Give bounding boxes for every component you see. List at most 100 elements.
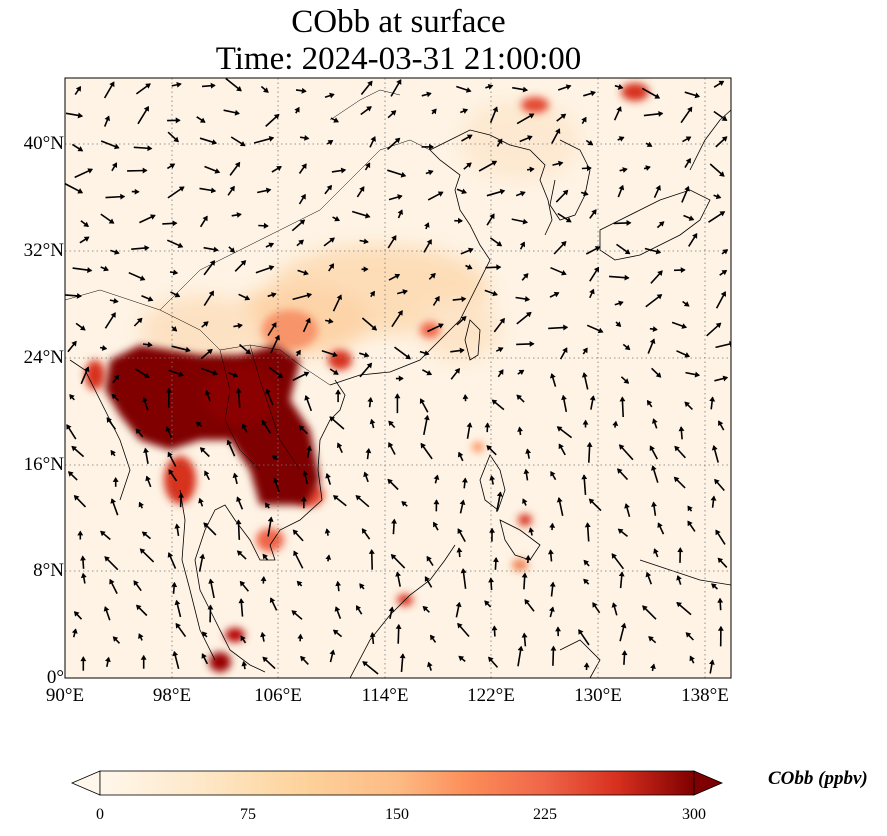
- wind-vector-head: [492, 106, 499, 113]
- wind-vector-head: [555, 626, 561, 632]
- wind-vector-head: [648, 636, 654, 642]
- wind-vector-head: [66, 424, 72, 430]
- wind-vector-head: [527, 135, 533, 141]
- wind-vector-head: [651, 501, 657, 507]
- wind-vector-head: [657, 522, 663, 529]
- wind-vector-head: [524, 296, 531, 302]
- wind-vector-head: [202, 215, 208, 222]
- wind-vector-head: [111, 162, 117, 168]
- wind-vector-head: [461, 296, 467, 303]
- wind-vector-head: [722, 375, 729, 382]
- wind-vector-head: [394, 393, 401, 399]
- wind-vector-head: [368, 549, 375, 554]
- wind-vector-head: [262, 656, 268, 663]
- wind-vector-head: [465, 87, 472, 93]
- wind-vector-head: [265, 187, 272, 194]
- wind-vector-head: [587, 140, 594, 146]
- wind-vector-head: [326, 184, 333, 191]
- wind-vector-head: [306, 445, 312, 451]
- wind-vector-head: [175, 117, 181, 124]
- wind-vector-head: [77, 146, 84, 152]
- wind-vector-head: [366, 362, 373, 369]
- wind-vector-head: [274, 334, 280, 341]
- wind-vector-head: [590, 90, 596, 97]
- wind-vector-head: [113, 297, 119, 304]
- wind-vector-head: [177, 242, 184, 249]
- wind-vector-head: [521, 632, 528, 638]
- wind-vector-head: [624, 248, 631, 255]
- wind-vector-head: [615, 321, 622, 327]
- wind-vector-head: [624, 344, 631, 351]
- wind-vector-head: [619, 396, 626, 402]
- wind-vector-head: [237, 322, 243, 329]
- lat-tick-24n: 24°N: [23, 347, 64, 368]
- wind-vector-head: [168, 469, 174, 475]
- wind-vector-head: [489, 213, 495, 220]
- wind-vector-head: [455, 601, 462, 608]
- lon-tick-90e: 90°E: [45, 685, 85, 706]
- wind-vector-head: [422, 605, 429, 612]
- wind-vector-head: [721, 115, 728, 121]
- wind-vector-head: [491, 160, 498, 166]
- wind-vector-head: [719, 211, 726, 217]
- wind-vector-head: [729, 341, 731, 347]
- wind-vector-head: [80, 572, 87, 579]
- wind-vector-head: [112, 477, 119, 482]
- wind-vector-head: [68, 471, 74, 477]
- wind-vector-head: [261, 419, 268, 426]
- wind-vector-head: [143, 105, 149, 112]
- wind-vector-head: [658, 110, 664, 117]
- wind-vector-head: [419, 398, 426, 404]
- wind-vector-head: [674, 445, 680, 452]
- wind-vector-head: [617, 468, 623, 474]
- wind-vector-head: [273, 113, 280, 120]
- wind-vector-head: [104, 556, 110, 562]
- wind-vector-head: [178, 492, 184, 498]
- wind-vector-head: [394, 273, 401, 280]
- wind-vector-head: [433, 474, 440, 481]
- wind-vector-head: [683, 301, 690, 307]
- wind-vector-head: [390, 554, 397, 560]
- wind-vector-head: [721, 136, 728, 142]
- wind-vector-head: [460, 568, 467, 574]
- wind-vector-head: [718, 420, 724, 427]
- wind-vector-head: [169, 163, 176, 169]
- wind-vector-head: [210, 82, 216, 89]
- wind-vector-head: [364, 212, 371, 219]
- wind-vector-head: [265, 388, 271, 395]
- wind-vector-head: [71, 628, 78, 634]
- wind-vector-head: [588, 498, 595, 505]
- wind-vector-head: [622, 167, 628, 173]
- wind-vector-head: [400, 171, 407, 178]
- wind-vector-head: [303, 269, 309, 276]
- wind-vector-head: [142, 396, 148, 403]
- wind-vector-head: [655, 248, 662, 255]
- wind-vector-head: [199, 447, 206, 453]
- wind-vector-head: [71, 445, 77, 452]
- wind-vector-head: [518, 369, 525, 376]
- wind-vector-head: [517, 645, 524, 652]
- wind-vector-head: [618, 444, 625, 450]
- wind-vector-head: [684, 401, 690, 408]
- wind-vector-head: [685, 632, 692, 638]
- wind-vector-head: [185, 346, 191, 353]
- wind-vector-head: [597, 327, 604, 334]
- wind-vector-head: [328, 263, 335, 269]
- wind-vector-head: [114, 249, 120, 255]
- wind-vector-head: [624, 274, 630, 281]
- wind-vector-head: [646, 399, 653, 406]
- wind-vector-head: [493, 557, 499, 563]
- wind-vector-head: [719, 171, 725, 177]
- wind-vector-head: [522, 218, 529, 225]
- country-borders: [65, 89, 431, 471]
- wind-vector-head: [120, 193, 126, 200]
- wind-vector-head: [268, 242, 275, 248]
- wind-vector-head: [355, 495, 362, 501]
- wind-vector-head: [488, 577, 495, 583]
- wind-vector-head: [462, 394, 469, 400]
- wind-vector-head: [654, 93, 661, 99]
- wind-vector-head: [229, 185, 235, 192]
- wind-vector-head: [306, 292, 313, 299]
- wind-vector-head: [145, 83, 151, 89]
- wind-vector-head: [684, 185, 690, 192]
